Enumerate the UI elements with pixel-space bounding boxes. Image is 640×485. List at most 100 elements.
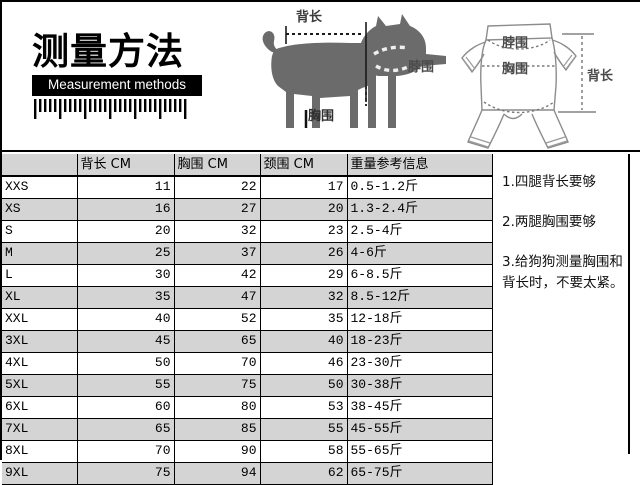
cell-neck-girth: 20 (260, 198, 348, 221)
cell-back-length: 35 (77, 286, 175, 309)
cell-size: 5XL (2, 374, 78, 397)
cell-chest-girth: 22 (174, 176, 261, 199)
table-row: 7XL 65 85 55 45-55斤 (2, 418, 493, 441)
cell-chest-girth: 70 (174, 352, 261, 375)
cell-size: XXL (2, 308, 78, 331)
ruler-icon (32, 99, 202, 119)
table-row: XS 16 27 20 1.3-2.4斤 (2, 198, 493, 221)
cell-chest-girth: 37 (174, 242, 261, 265)
table-row: 6XL 60 80 53 38-45斤 (2, 396, 493, 419)
banner: 测量方法 Measurement methods (2, 2, 640, 152)
cell-chest-girth: 42 (174, 264, 261, 287)
cell-size: 6XL (2, 396, 78, 419)
column-header-neck-girth: 颈围 CM (260, 154, 348, 177)
dog-silhouette-icon (262, 14, 446, 129)
garment-measurement-diagram: 脖围 胸围 背长 (454, 8, 634, 150)
cell-neck-girth: 58 (260, 440, 348, 463)
cell-size: S (2, 220, 78, 243)
cell-weight: 0.5-1.2斤 (347, 176, 493, 199)
table-row: 5XL 55 75 50 30-38斤 (2, 374, 493, 397)
table-row: XXS 11 22 17 0.5-1.2斤 (2, 176, 493, 199)
table-row: 9XL 75 94 62 65-75斤 (2, 462, 493, 485)
cell-weight: 55-65斤 (347, 440, 493, 463)
cell-size: 3XL (2, 330, 78, 353)
note-item: 2.两腿胸围要够 (502, 214, 596, 230)
dog-measurement-diagram: 背长 脖围 胸围 (250, 10, 450, 150)
cell-weight: 30-38斤 (347, 374, 493, 397)
cell-weight: 12-18斤 (347, 308, 493, 331)
cell-chest-girth: 32 (174, 220, 261, 243)
column-header-size (2, 154, 78, 177)
cell-weight: 18-23斤 (347, 330, 493, 353)
cell-back-length: 25 (77, 242, 175, 265)
page-title: 测量方法 (32, 30, 184, 73)
column-header-chest-girth: 胸围 CM (174, 154, 261, 177)
cell-neck-girth: 46 (260, 352, 348, 375)
note-item: 1.四腿背长要够 (502, 174, 596, 190)
cell-chest-girth: 85 (174, 418, 261, 441)
cell-back-length: 75 (77, 462, 175, 485)
cell-chest-girth: 47 (174, 286, 261, 309)
table-row: L 30 42 29 6-8.5斤 (2, 264, 493, 287)
cell-size: 7XL (2, 418, 78, 441)
cell-weight: 1.3-2.4斤 (347, 198, 493, 221)
cell-back-length: 65 (77, 418, 175, 441)
cell-chest-girth: 90 (174, 440, 261, 463)
cell-neck-girth: 53 (260, 396, 348, 419)
cell-back-length: 45 (77, 330, 175, 353)
dog-label-chest-girth: 胸围 (308, 109, 335, 124)
garment-label-back-length: 背长 (587, 69, 614, 84)
cell-back-length: 20 (77, 220, 175, 243)
cell-size: M (2, 242, 78, 265)
cell-chest-girth: 80 (174, 396, 261, 419)
cell-back-length: 40 (77, 308, 175, 331)
notes-panel: 1.四腿背长要够 2.两腿胸围要够 3.给狗狗测量胸围和背长时，不要太紧。 (494, 154, 630, 454)
cell-weight: 8.5-12斤 (347, 286, 493, 309)
cell-chest-girth: 52 (174, 308, 261, 331)
cell-size: XS (2, 198, 78, 221)
cell-neck-girth: 40 (260, 330, 348, 353)
table-row: XXL 40 52 35 12-18斤 (2, 308, 493, 331)
column-header-weight-reference: 重量参考信息 (347, 154, 493, 177)
cell-weight: 2.5-4斤 (347, 220, 493, 243)
dog-label-back-length: 背长 (296, 10, 323, 25)
cell-weight: 23-30斤 (347, 352, 493, 375)
cell-weight: 45-55斤 (347, 418, 493, 441)
cell-chest-girth: 65 (174, 330, 261, 353)
table-row: 8XL 70 90 58 55-65斤 (2, 440, 493, 463)
cell-chest-girth: 75 (174, 374, 261, 397)
cell-size: 4XL (2, 352, 78, 375)
cell-chest-girth: 94 (174, 462, 261, 485)
table-row: 3XL 45 65 40 18-23斤 (2, 330, 493, 353)
cell-size: XXS (2, 176, 78, 199)
cell-neck-girth: 55 (260, 418, 348, 441)
cell-neck-girth: 26 (260, 242, 348, 265)
cell-size: XL (2, 286, 78, 309)
cell-back-length: 30 (77, 264, 175, 287)
column-header-back-length: 背长 CM (77, 154, 175, 177)
garment-label-neck-girth: 脖围 (502, 36, 529, 51)
cell-weight: 6-8.5斤 (347, 264, 493, 287)
cell-weight: 65-75斤 (347, 462, 493, 485)
size-table: 背长 CM 胸围 CM 颈围 CM 重量参考信息 XXS 11 22 17 0.5-1.… (2, 154, 493, 485)
table-row: S 20 32 23 2.5-4斤 (2, 220, 493, 243)
dog-label-neck-girth: 脖围 (408, 60, 435, 75)
cell-back-length: 50 (77, 352, 175, 375)
cell-size: 9XL (2, 462, 78, 485)
table-row: 4XL 50 70 46 23-30斤 (2, 352, 493, 375)
cell-size: 8XL (2, 440, 78, 463)
cell-weight: 38-45斤 (347, 396, 493, 419)
cell-weight: 4-6斤 (347, 242, 493, 265)
cell-neck-girth: 17 (260, 176, 348, 199)
size-table-body: XXS 11 22 17 0.5-1.2斤 XS 16 27 20 1.3-2.4斤 S 20 32 23… (2, 176, 493, 485)
cell-size: L (2, 264, 78, 287)
cell-back-length: 16 (77, 198, 175, 221)
cell-neck-girth: 50 (260, 374, 348, 397)
cell-back-length: 11 (77, 176, 175, 199)
title-block: 测量方法 Measurement methods (32, 32, 202, 119)
cell-chest-girth: 27 (174, 198, 261, 221)
table-row: M 25 37 26 4-6斤 (2, 242, 493, 265)
table-header-row: 背长 CM 胸围 CM 颈围 CM 重量参考信息 (2, 154, 493, 177)
cell-neck-girth: 62 (260, 462, 348, 485)
